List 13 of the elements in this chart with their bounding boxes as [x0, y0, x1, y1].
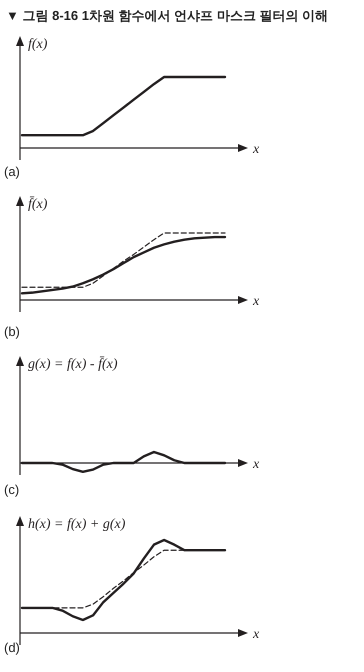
y-axis-title: h(x) = f(x) + g(x)	[28, 517, 126, 532]
text: (a)	[4, 164, 20, 179]
text: (b)	[4, 324, 20, 339]
x-axis-title: x	[252, 294, 260, 309]
text: (c)	[4, 482, 20, 497]
text: (d)	[4, 640, 20, 655]
y-axis-title: f(x)	[28, 37, 48, 52]
x-axis-title: x	[252, 142, 260, 157]
x-axis-title: x	[252, 627, 260, 642]
x-axis-title: x	[252, 457, 260, 472]
chart-title: ▼ 그림 8-16 1차원 함수에서 언샤프 마스크 필터의 이해	[6, 8, 328, 23]
y-axis-title: g(x) = f(x) - f̄(x)	[28, 356, 118, 372]
y-axis-title: f̄(x)	[28, 196, 48, 212]
